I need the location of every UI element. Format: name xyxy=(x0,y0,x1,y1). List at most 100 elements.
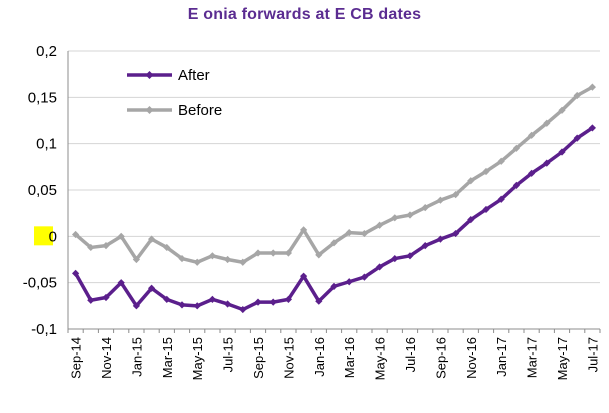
x-tick-label: Mar-15 xyxy=(160,337,175,378)
x-tick-label: Jul-15 xyxy=(221,337,236,372)
data-point-before xyxy=(482,167,490,176)
y-tick-label: 0,15 xyxy=(28,89,57,106)
data-point-after xyxy=(573,134,581,142)
data-point-before xyxy=(178,254,186,263)
data-point-before xyxy=(467,177,475,185)
data-point-before xyxy=(528,131,536,139)
data-point-after xyxy=(224,300,232,308)
legend-label-before: Before xyxy=(178,102,222,119)
x-tick-label: Nov-16 xyxy=(464,337,479,379)
data-point-after xyxy=(436,235,444,243)
x-tick-label: Mar-16 xyxy=(342,337,357,378)
data-point-before xyxy=(117,232,125,240)
data-point-after xyxy=(467,216,475,224)
data-point-before xyxy=(208,252,216,260)
x-tick-label: Sep-15 xyxy=(251,337,266,379)
x-tick-label: Nov-15 xyxy=(281,337,296,379)
data-point-after xyxy=(376,263,384,271)
data-point-before xyxy=(148,235,156,243)
data-point-before xyxy=(421,204,429,212)
x-tick-label: Sep-16 xyxy=(433,337,448,379)
data-point-after xyxy=(193,302,201,310)
data-point-after xyxy=(148,284,156,292)
y-tick-labels: -0,1 -0,05 0 0,05 0,1 0,15 0,2 xyxy=(23,43,57,338)
x-tick-label: Jan-17 xyxy=(494,337,509,377)
chart-title: E onia forwards at E CB dates xyxy=(187,6,422,23)
data-point-after xyxy=(284,295,292,303)
data-point-after xyxy=(254,298,262,306)
data-point-after xyxy=(300,272,308,280)
data-point-after xyxy=(178,301,186,309)
legend-marker-before xyxy=(145,106,154,114)
data-point-after xyxy=(452,229,460,238)
data-point-before xyxy=(300,226,308,234)
data-point-before xyxy=(558,106,566,114)
data-point-after xyxy=(102,293,110,302)
data-point-before xyxy=(406,211,414,219)
data-point-after xyxy=(117,279,125,287)
data-point-after xyxy=(406,252,414,260)
data-point-after xyxy=(72,269,80,277)
data-point-after xyxy=(588,124,596,132)
y-tick-label: 0,05 xyxy=(28,182,57,199)
data-point-before xyxy=(269,249,277,257)
data-point-before xyxy=(452,191,460,199)
data-point-before xyxy=(193,258,201,266)
x-tick-label: May-17 xyxy=(555,337,570,380)
data-point-before xyxy=(224,255,232,264)
legend-marker-after xyxy=(145,71,154,79)
data-point-after xyxy=(132,302,140,310)
data-point-before xyxy=(391,214,399,222)
zero-highlight xyxy=(34,226,53,246)
data-point-before xyxy=(102,242,110,250)
data-point-after xyxy=(239,305,247,314)
x-tick-label: May-16 xyxy=(373,337,388,380)
data-point-after xyxy=(269,298,277,306)
data-point-before xyxy=(163,243,171,252)
data-point-before xyxy=(132,255,140,264)
legend: After Before xyxy=(127,67,222,119)
x-tick-label: May-15 xyxy=(190,337,205,380)
data-point-before xyxy=(72,230,80,239)
data-point-after xyxy=(391,254,399,263)
data-point-after xyxy=(482,205,490,214)
y-tick-label: -0,1 xyxy=(31,321,57,338)
data-point-before xyxy=(436,196,444,204)
data-point-after xyxy=(208,295,216,303)
legend-label-after: After xyxy=(178,67,210,84)
axes xyxy=(67,51,601,333)
data-point-before xyxy=(284,249,292,257)
data-point-before xyxy=(315,251,323,259)
data-point-after xyxy=(315,297,323,305)
x-tick-label: Sep-14 xyxy=(69,337,84,379)
y-tick-label: 0,1 xyxy=(36,136,57,153)
data-point-after xyxy=(330,282,338,290)
y-tick-label: 0 xyxy=(49,228,57,245)
data-point-before xyxy=(345,229,353,237)
data-point-after xyxy=(421,242,429,250)
x-tick-label: Nov-14 xyxy=(99,337,114,379)
data-point-before xyxy=(512,144,520,152)
x-tick-label: Jul-17 xyxy=(585,337,600,372)
data-point-after xyxy=(543,159,551,167)
data-point-after xyxy=(558,148,566,156)
data-point-before xyxy=(497,157,505,165)
series xyxy=(72,83,596,314)
data-point-after xyxy=(528,169,536,177)
data-point-before xyxy=(87,243,95,252)
x-tick-label: Jan-16 xyxy=(312,337,327,377)
data-point-after xyxy=(163,295,171,303)
data-point-before xyxy=(573,91,581,100)
data-point-after xyxy=(87,296,95,304)
data-point-before xyxy=(360,229,368,238)
x-tick-labels: Sep-14 Nov-14 Jan-15 Mar-15 May-15 Jul-15 Sep-… xyxy=(69,337,601,380)
data-point-before xyxy=(239,258,247,266)
x-tick-label: Jul-16 xyxy=(403,337,418,372)
data-point-after xyxy=(512,181,520,189)
y-tick-label: 0,2 xyxy=(36,43,57,60)
data-point-after xyxy=(345,278,353,286)
data-point-before xyxy=(588,83,596,91)
data-point-before xyxy=(543,119,551,127)
x-tick-label: Jan-15 xyxy=(129,337,144,377)
